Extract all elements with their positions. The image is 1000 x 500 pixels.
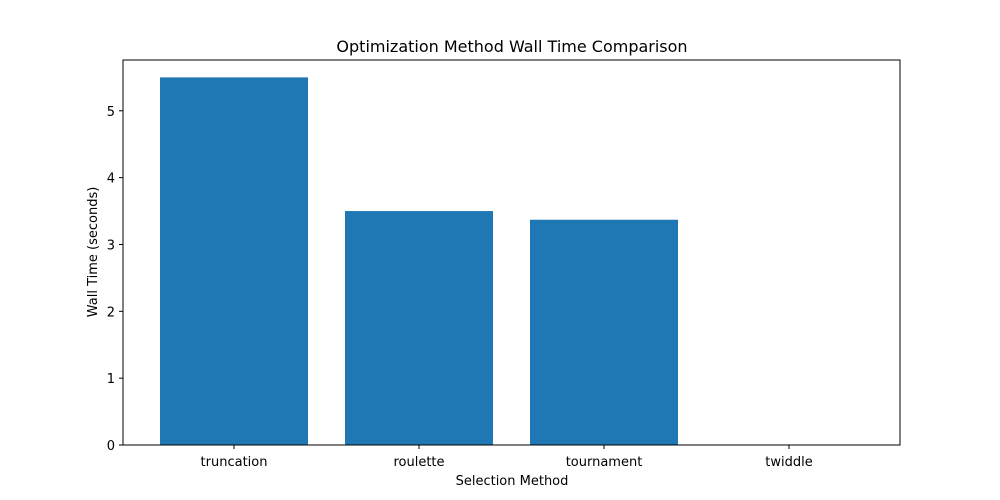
x-axis: truncation roulette tournament twiddle [201, 445, 813, 470]
x-axis-label: Selection Method [456, 474, 569, 489]
y-tick-label-4: 4 [107, 172, 115, 187]
plot-frame [122, 59, 901, 446]
y-axis: 0 1 2 3 4 5 [107, 105, 123, 454]
y-tick-label-3: 3 [107, 238, 115, 253]
y-tick-label-2: 2 [107, 305, 115, 320]
y-tick-label-1: 1 [107, 372, 115, 387]
x-tick-label-truncation: truncation [201, 455, 268, 470]
bar-tournament [530, 219, 678, 445]
y-tick-label-0: 0 [107, 439, 115, 454]
x-tick-label-tournament: tournament [566, 455, 643, 470]
bar-roulette [345, 211, 493, 445]
y-axis-label: Wall Time (seconds) [86, 187, 101, 318]
x-tick-label-twiddle: twiddle [765, 455, 812, 470]
chart-title: Optimization Method Wall Time Comparison [336, 37, 687, 56]
bar-truncation [160, 77, 308, 445]
bars-group [160, 77, 678, 445]
y-tick-label-5: 5 [107, 105, 115, 120]
x-tick-label-roulette: roulette [393, 455, 444, 470]
